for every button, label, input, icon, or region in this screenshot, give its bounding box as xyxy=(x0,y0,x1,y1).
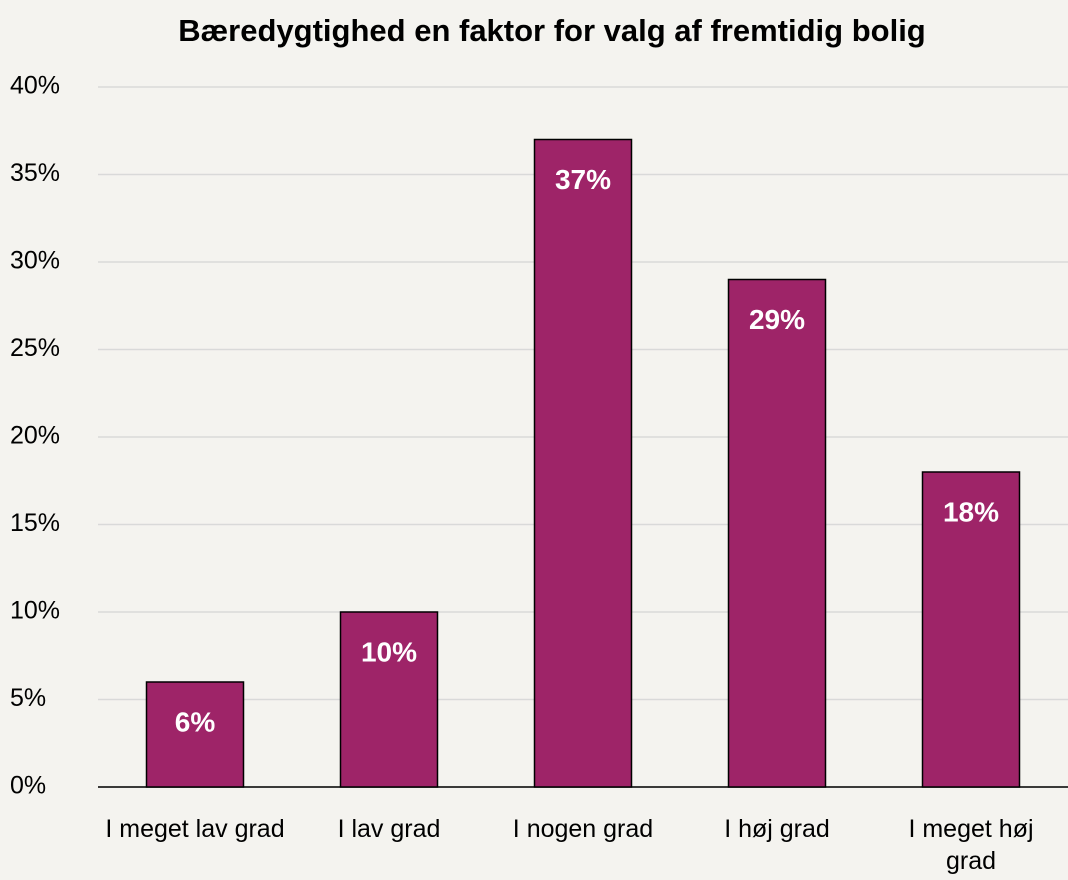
y-tick-label: 40% xyxy=(10,72,60,100)
x-tick-label: I meget høj grad xyxy=(908,815,1034,875)
y-tick-label: 25% xyxy=(10,334,60,362)
y-tick-label: 5% xyxy=(10,684,46,712)
data-label: 37% xyxy=(555,164,611,195)
y-tick-label: 20% xyxy=(10,422,60,450)
bar xyxy=(533,138,633,788)
data-label: 18% xyxy=(943,496,999,527)
bar xyxy=(921,471,1021,788)
x-tick-label: I høj grad xyxy=(724,815,830,843)
data-label: 6% xyxy=(175,706,216,737)
chart-title: Bæredygtighed en faktor for valg af frem… xyxy=(178,13,926,48)
x-tick-label: I lav grad xyxy=(337,815,441,843)
y-tick-label: 0% xyxy=(10,772,46,800)
data-label: 10% xyxy=(361,636,417,667)
x-tick-label: I meget lav grad xyxy=(105,815,285,843)
x-tick-label: I nogen grad xyxy=(512,815,654,843)
bar xyxy=(339,611,439,788)
bar xyxy=(727,278,827,788)
y-tick-label: 10% xyxy=(10,597,60,625)
y-tick-label: 15% xyxy=(10,509,60,537)
bar xyxy=(145,681,245,788)
data-label: 29% xyxy=(749,304,805,335)
y-tick-label: 30% xyxy=(10,247,60,275)
y-tick-label: 35% xyxy=(10,159,60,187)
